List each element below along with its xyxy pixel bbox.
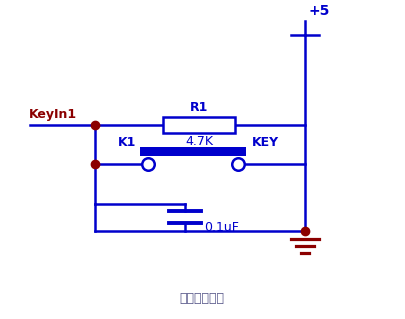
Text: KEY: KEY [252,137,279,150]
Bar [140,147,246,156]
Bar [163,116,235,132]
Text: KeyIn1: KeyIn1 [28,108,77,121]
Text: R1: R1 [190,100,208,114]
Text: K1: K1 [118,137,136,150]
Text: 硬件电容消抖: 硬件电容消抖 [179,292,224,305]
Text: 0.1uF: 0.1uF [204,221,239,234]
Text: 4.7K: 4.7K [185,135,213,147]
Text: +5: +5 [309,4,330,18]
